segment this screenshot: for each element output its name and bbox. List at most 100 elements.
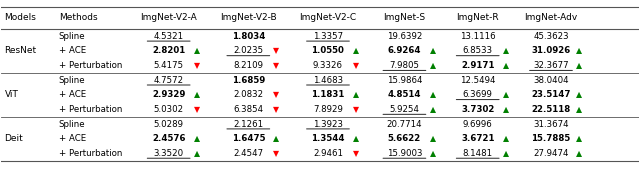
Text: ▲: ▲ <box>503 90 509 99</box>
Text: 4.8514: 4.8514 <box>388 90 421 99</box>
Text: 3.7302: 3.7302 <box>461 105 494 114</box>
Text: 5.9254: 5.9254 <box>0 174 1 175</box>
Text: ImgNet-Adv: ImgNet-Adv <box>524 13 578 22</box>
Text: 1.8034: 1.8034 <box>232 32 265 41</box>
Text: 2.0832: 2.0832 <box>233 90 264 99</box>
Text: 2.1261: 2.1261 <box>0 174 1 175</box>
Text: ▼: ▼ <box>273 61 279 70</box>
Text: 1.4683: 1.4683 <box>313 76 343 85</box>
Text: ▲: ▲ <box>503 61 509 70</box>
Text: 6.3699: 6.3699 <box>463 90 493 99</box>
Text: ▲: ▲ <box>429 90 435 99</box>
Text: ▼: ▼ <box>194 61 200 70</box>
Text: ImgNet-R: ImgNet-R <box>456 13 499 22</box>
Text: 6.3854: 6.3854 <box>233 105 264 114</box>
Text: ▲: ▲ <box>576 61 582 70</box>
Text: 1.4683: 1.4683 <box>0 174 1 175</box>
Text: ImgNet-S: ImgNet-S <box>383 13 426 22</box>
Text: 27.9474: 27.9474 <box>533 149 569 158</box>
Text: ▼: ▼ <box>273 105 279 114</box>
Text: 15.9864: 15.9864 <box>387 76 422 85</box>
Text: 9.3326: 9.3326 <box>313 61 343 70</box>
Text: 31.3674: 31.3674 <box>533 120 569 129</box>
Text: Deit: Deit <box>4 134 23 143</box>
Text: 31.0926: 31.0926 <box>531 46 571 55</box>
Text: ▲: ▲ <box>503 134 509 143</box>
Text: ▲: ▲ <box>503 46 509 55</box>
Text: 13.1116: 13.1116 <box>460 32 495 41</box>
Text: ▼: ▼ <box>273 90 279 99</box>
Text: ▲: ▲ <box>503 105 509 114</box>
Text: 32.3677: 32.3677 <box>0 174 1 175</box>
Text: 20.7714: 20.7714 <box>387 120 422 129</box>
Text: 4.7572: 4.7572 <box>154 76 184 85</box>
Text: ▼: ▼ <box>353 149 359 158</box>
Text: 7.9805: 7.9805 <box>389 61 419 70</box>
Text: 2.4547: 2.4547 <box>233 149 264 158</box>
Text: 5.0289: 5.0289 <box>154 120 184 129</box>
Text: 2.0235: 2.0235 <box>0 174 1 175</box>
Text: 3.6721: 3.6721 <box>461 134 495 143</box>
Text: 4.5321: 4.5321 <box>154 32 184 41</box>
Text: ▲: ▲ <box>576 149 582 158</box>
Text: 15.9003: 15.9003 <box>387 149 422 158</box>
Text: 4.5321: 4.5321 <box>0 174 1 175</box>
Text: ▲: ▲ <box>576 134 582 143</box>
Text: 1.6859: 1.6859 <box>232 76 265 85</box>
Text: 38.0404: 38.0404 <box>533 76 569 85</box>
Text: ▼: ▼ <box>353 105 359 114</box>
Text: 15.9003: 15.9003 <box>0 174 1 175</box>
Text: 12.5494: 12.5494 <box>460 76 495 85</box>
Text: ▲: ▲ <box>576 105 582 114</box>
Text: 7.9805: 7.9805 <box>0 174 1 175</box>
Text: 3.3520: 3.3520 <box>0 174 1 175</box>
Text: ▲: ▲ <box>194 149 200 158</box>
Text: 5.0302: 5.0302 <box>154 105 184 114</box>
Text: + Perturbation: + Perturbation <box>59 61 122 70</box>
Text: Models: Models <box>4 13 36 22</box>
Text: 9.6996: 9.6996 <box>463 120 493 129</box>
Text: ▲: ▲ <box>353 46 359 55</box>
Text: 1.3357: 1.3357 <box>0 174 1 175</box>
Text: 6.8533: 6.8533 <box>463 46 493 55</box>
Text: 1.3923: 1.3923 <box>313 120 343 129</box>
Text: 32.3677: 32.3677 <box>533 61 569 70</box>
Text: 1.6475: 1.6475 <box>232 134 265 143</box>
Text: ▼: ▼ <box>273 46 279 55</box>
Text: 6.9264: 6.9264 <box>388 46 421 55</box>
Text: ▲: ▲ <box>194 90 200 99</box>
Text: 2.8201: 2.8201 <box>152 46 186 55</box>
Text: + ACE: + ACE <box>59 90 86 99</box>
Text: 1.3357: 1.3357 <box>313 32 343 41</box>
Text: + ACE: + ACE <box>59 134 86 143</box>
Text: + Perturbation: + Perturbation <box>59 149 122 158</box>
Text: ▲: ▲ <box>353 90 359 99</box>
Text: ▲: ▲ <box>576 90 582 99</box>
Text: ▲: ▲ <box>429 105 435 114</box>
Text: 8.2109: 8.2109 <box>234 61 263 70</box>
Text: 7.8929: 7.8929 <box>313 105 343 114</box>
Text: Spline: Spline <box>59 120 85 129</box>
Text: + ACE: + ACE <box>59 46 86 55</box>
Text: 45.3623: 45.3623 <box>533 32 569 41</box>
Text: 5.6622: 5.6622 <box>388 134 421 143</box>
Text: 5.4175: 5.4175 <box>154 61 184 70</box>
Text: Methods: Methods <box>59 13 97 22</box>
Text: Spline: Spline <box>59 32 85 41</box>
Text: 1.3923: 1.3923 <box>0 174 1 175</box>
Text: 5.9254: 5.9254 <box>389 105 419 114</box>
Text: ▲: ▲ <box>194 134 200 143</box>
Text: ImgNet-V2-C: ImgNet-V2-C <box>300 13 356 22</box>
Text: ▲: ▲ <box>576 46 582 55</box>
Text: 2.0235: 2.0235 <box>233 46 264 55</box>
Text: ▲: ▲ <box>273 134 279 143</box>
Text: 22.5118: 22.5118 <box>531 105 571 114</box>
Text: 15.7885: 15.7885 <box>531 134 571 143</box>
Text: ▲: ▲ <box>429 149 435 158</box>
Text: ResNet: ResNet <box>4 46 36 55</box>
Text: ImgNet-V2-B: ImgNet-V2-B <box>220 13 276 22</box>
Text: ▲: ▲ <box>194 46 200 55</box>
Text: ▲: ▲ <box>429 134 435 143</box>
Text: ▲: ▲ <box>353 134 359 143</box>
Text: 1.1831: 1.1831 <box>311 90 345 99</box>
